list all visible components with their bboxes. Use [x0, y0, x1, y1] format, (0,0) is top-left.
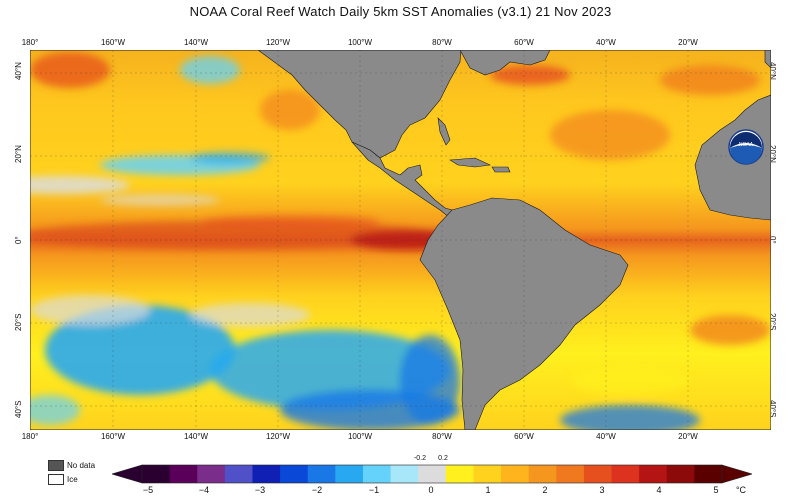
- colorbar-label: 3: [599, 485, 605, 495]
- ice-label: Ice: [67, 475, 78, 484]
- colorbar-segment: [583, 465, 613, 483]
- lon-tick-top: 80°W: [432, 38, 452, 47]
- colorbar-max-arrow: [721, 464, 752, 484]
- lat-tick-left: 20°S: [14, 313, 23, 331]
- colorbar-segment: [390, 465, 419, 483]
- colorbar-segment: [418, 465, 447, 483]
- colorbar-frame: [141, 464, 723, 484]
- lon-tick-top: 160°W: [100, 38, 126, 47]
- colorbar-label: 1: [485, 485, 491, 495]
- lon-tick-top: 100°W: [347, 38, 373, 47]
- colorbar-segment: [197, 465, 226, 483]
- colorbar-unit: °C: [735, 485, 747, 495]
- colorbar-label: −5: [142, 485, 154, 495]
- colorbar-segment: [362, 465, 392, 483]
- lon-tick-bottom: 160°W: [100, 432, 126, 441]
- colorbar-label: 4: [656, 485, 662, 495]
- colorbar-label: 2: [542, 485, 548, 495]
- lon-tick-bottom: 140°W: [183, 432, 209, 441]
- svg-text:NOAA: NOAA: [739, 142, 754, 148]
- lon-tick-top: 140°W: [183, 38, 209, 47]
- lon-tick-bottom: 20°W: [678, 432, 698, 441]
- colorbar-label: 5: [713, 485, 719, 495]
- lon-tick-top: 120°W: [265, 38, 291, 47]
- land-south-america: [419, 197, 629, 430]
- colorbar: [112, 464, 752, 484]
- colorbar-min-arrow: [112, 464, 143, 484]
- map-title: NOAA Coral Reef Watch Daily 5km SST Anom…: [189, 4, 612, 19]
- lon-tick-bottom: 60°W: [514, 432, 534, 441]
- colorbar-segment: [280, 465, 309, 483]
- colorbar-label: −2: [311, 485, 323, 495]
- colorbar-segment: [445, 465, 474, 483]
- lon-tick-bottom: 40°W: [596, 432, 616, 441]
- lon-tick-top: 20°W: [678, 38, 698, 47]
- colorbar-segment: [473, 465, 502, 483]
- lon-tick-bottom: 120°W: [265, 432, 291, 441]
- lon-tick-bottom: 180°: [21, 432, 39, 441]
- colorbar-segment: [501, 465, 530, 483]
- graticule: [30, 50, 771, 430]
- colorbar-segment: [556, 465, 585, 483]
- colorbar-segment: [169, 465, 198, 483]
- colorbar-segment: [666, 465, 695, 483]
- noaa-logo: NOAA: [728, 129, 764, 165]
- lat-tick-left: 40°S: [14, 400, 23, 418]
- colorbar-segment: [611, 465, 640, 483]
- sst-anomaly-map: NOAA: [30, 50, 771, 430]
- colorbar-label: −4: [198, 485, 210, 495]
- colorbar-segment: [142, 465, 171, 483]
- colorbar-label: −3: [254, 485, 266, 495]
- colorbar-label: 0: [428, 485, 434, 495]
- colorbar-segment: [639, 465, 668, 483]
- lat-tick-left: 20°N: [14, 145, 23, 163]
- colorbar-segment: [224, 465, 253, 483]
- ice-swatch: [48, 474, 64, 485]
- colorbar-small-label: -0.2: [413, 455, 427, 462]
- colorbar-segment: [528, 465, 557, 483]
- lon-tick-bottom: 100°W: [347, 432, 373, 441]
- lat-tick-left: 40°N: [14, 62, 23, 80]
- land-north-america: [257, 50, 462, 159]
- colorbar-segment: [694, 465, 723, 483]
- colorbar-segment: [307, 465, 336, 483]
- colorbar-small-label: 0.2: [438, 455, 448, 462]
- colorbar-segment: [252, 465, 281, 483]
- anomaly-patches: [30, 52, 770, 430]
- no-data-label: No data: [67, 461, 96, 470]
- colorbar-segment: [335, 465, 364, 483]
- lon-tick-bottom: 80°W: [432, 432, 452, 441]
- land-central-america: [351, 141, 453, 219]
- colorbar-label: −1: [368, 485, 380, 495]
- lon-tick-top: 60°W: [514, 38, 534, 47]
- lon-tick-top: 40°W: [596, 38, 616, 47]
- no-data-swatch: [48, 460, 64, 471]
- lat-tick-left: 0°: [14, 236, 23, 244]
- lon-tick-top: 180°: [21, 38, 39, 47]
